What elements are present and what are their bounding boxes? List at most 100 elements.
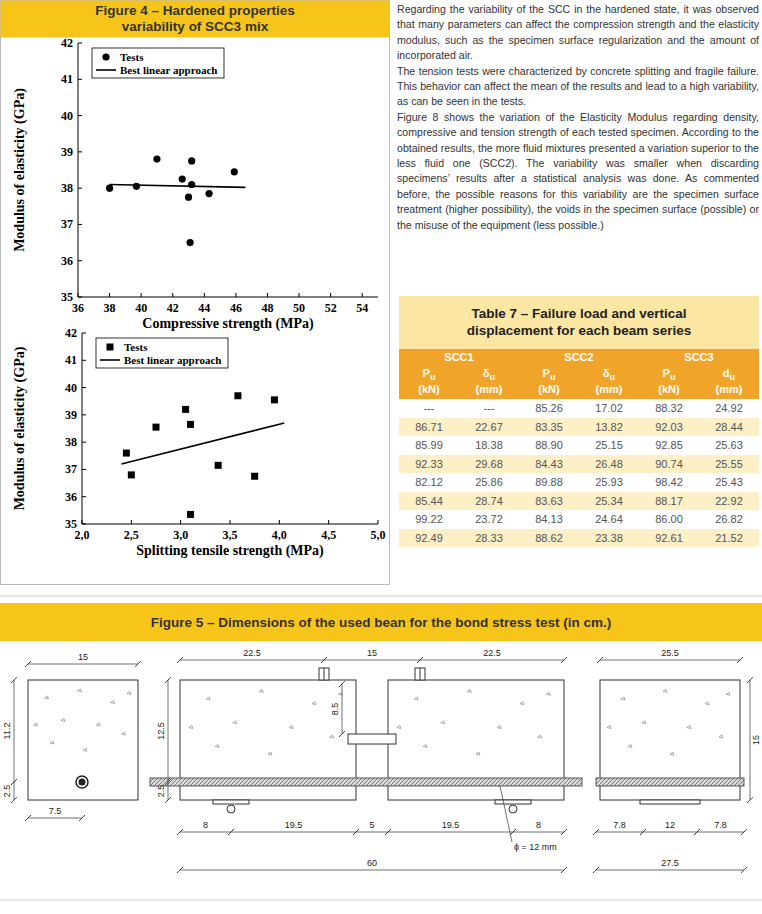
table-row: ------85.2617.0288.3224.92	[399, 399, 759, 418]
dim-tick	[593, 829, 599, 835]
table-cell: 83.63	[519, 492, 579, 511]
x-tick	[172, 293, 173, 297]
dim-tick	[417, 657, 423, 663]
aggregate	[233, 721, 237, 724]
x-tick	[299, 293, 300, 297]
group-header: SCC3	[639, 349, 759, 365]
x-axis-title: Compressive strength (MPa)	[142, 316, 314, 332]
x-tick	[279, 520, 280, 524]
unit: (kN)	[538, 383, 559, 395]
column-header: Pu(kN)	[639, 365, 699, 399]
aggregate	[45, 696, 49, 699]
data-point	[153, 424, 160, 431]
y-axis-title: Modulus of elasticity (GPa)	[12, 88, 28, 252]
table-row: 82.1225.8689.8825.9398.4225.43	[399, 473, 759, 492]
y-tick	[82, 360, 86, 361]
table-cell: ---	[459, 399, 519, 418]
dim-tick	[165, 677, 171, 683]
support-plate	[640, 800, 700, 804]
dim-line	[168, 782, 169, 800]
aggregate	[441, 721, 445, 724]
x-tick-label: 42	[167, 301, 179, 315]
symbol: d	[723, 367, 730, 379]
y-tick-label: 36	[65, 490, 77, 504]
aggregate	[96, 723, 100, 726]
dim-line	[643, 832, 697, 833]
figure-title: Figure 5 – Dimensions of the used bean f…	[151, 615, 612, 630]
data-point	[185, 194, 192, 201]
dimension-label: 2.5	[156, 785, 166, 798]
subscript: u	[490, 372, 496, 382]
x-tick-label: 40	[135, 301, 147, 315]
dim-line	[342, 684, 343, 734]
dim-tick	[339, 681, 345, 687]
dim-line	[596, 870, 744, 871]
aggregate	[215, 745, 219, 748]
dimension-label: 12	[665, 820, 675, 830]
bar-core	[79, 779, 86, 786]
dimension-label: 22.5	[243, 648, 261, 658]
table-title-line: Table 7 – Failure load and vertical	[471, 306, 686, 321]
x-tick-label: 48	[261, 301, 273, 315]
aggregate	[538, 735, 542, 738]
table-cell: ---	[399, 399, 459, 418]
dim-tick	[640, 829, 646, 835]
x-tick-label: 4,5	[321, 528, 336, 542]
data-point	[153, 156, 160, 163]
y-tick	[82, 469, 86, 470]
dim-line	[180, 832, 231, 833]
column-header: Pu(kN)	[519, 365, 579, 399]
data-point	[234, 392, 241, 399]
dimension-label: 5	[369, 820, 374, 830]
x-axis-title: Splitting tensile strength (MPa)	[136, 543, 324, 559]
x-tick-label: 46	[230, 301, 242, 315]
support-plate	[213, 800, 249, 804]
steel-bar	[150, 778, 582, 786]
dim-tick	[741, 867, 747, 873]
x-axis	[78, 297, 378, 298]
dimension-label: 7.5	[49, 806, 62, 816]
y-tick	[78, 260, 82, 261]
paragraph: Figure 8 shows the variation of the Elas…	[397, 110, 759, 233]
data-point	[179, 175, 186, 182]
x-tick	[78, 293, 79, 297]
aggregate	[259, 689, 263, 692]
dim-tick	[177, 657, 183, 663]
data-point	[187, 239, 194, 246]
symbol: δ	[603, 367, 610, 379]
table-cell: 92.49	[399, 529, 459, 548]
aggregate	[423, 745, 427, 748]
dim-line	[388, 832, 513, 833]
data-point	[205, 190, 212, 197]
column-header: Pu(kN)	[399, 365, 459, 399]
dim-line	[180, 870, 564, 871]
aggregate	[705, 702, 709, 705]
symbol: P	[663, 367, 670, 379]
x-tick	[131, 520, 132, 524]
data-point	[182, 406, 189, 413]
figure-title: variability of SCC3 mix	[122, 19, 269, 34]
y-tick-label: 37	[61, 217, 73, 231]
dimension-label: 19.5	[442, 820, 460, 830]
table-cell: 86.00	[639, 510, 699, 529]
dimension-label: 7.8	[714, 820, 727, 830]
aggregate	[628, 745, 632, 748]
aggregate	[546, 692, 550, 695]
dimension-label: 8.5	[330, 703, 340, 716]
y-tick-label: 38	[65, 435, 77, 449]
x-tick	[235, 293, 236, 297]
aggregate	[83, 748, 87, 751]
chart: 363840424446485052543536373839404142Comp…	[12, 36, 378, 332]
dim-line	[697, 832, 744, 833]
data-point	[133, 183, 140, 190]
table-cell: 84.43	[519, 455, 579, 474]
table-cell: 88.32	[639, 399, 699, 418]
x-tick-label: 38	[104, 301, 116, 315]
dim-tick	[747, 797, 753, 803]
table-row: 92.3329.6884.4326.4890.7425.55	[399, 455, 759, 474]
figure-title: Figure 4 – Hardened properties	[95, 3, 295, 18]
aggregate	[111, 701, 115, 704]
fit-line	[110, 185, 246, 188]
paragraph: Regarding the variability of the SCC in …	[397, 2, 759, 64]
dim-tick	[177, 829, 183, 835]
